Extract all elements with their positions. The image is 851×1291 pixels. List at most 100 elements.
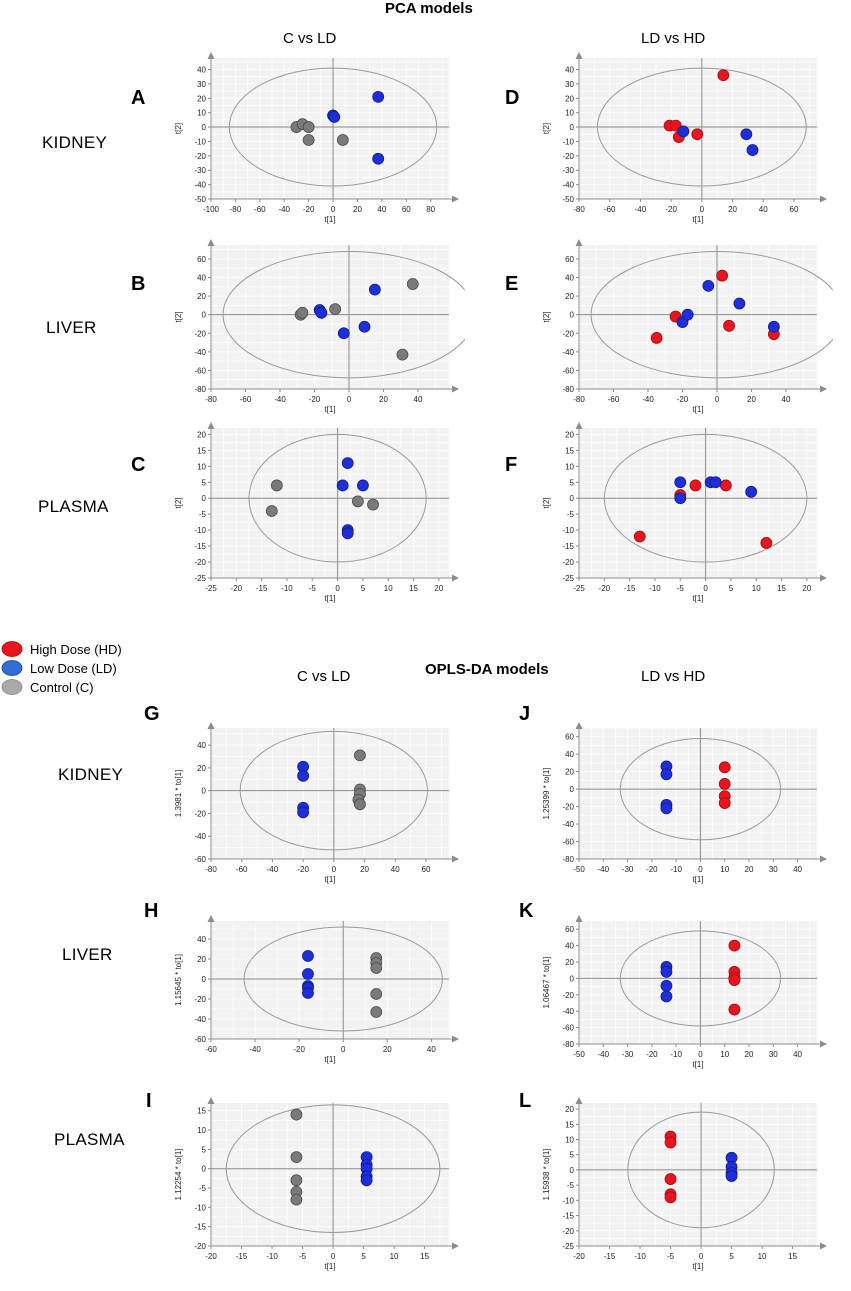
data-point-c	[396, 348, 409, 361]
y-tick-label: -10	[562, 526, 574, 535]
x-tick-label: 0	[331, 205, 336, 214]
data-point-hd	[650, 332, 663, 344]
data-point-ld	[702, 279, 715, 292]
y-tick-label: 0	[570, 785, 575, 794]
x-tick-label: -40	[278, 205, 290, 214]
x-tick-label: 10	[758, 1252, 767, 1261]
x-tick-label: -30	[622, 1050, 634, 1059]
x-tick-label: -60	[205, 1045, 217, 1054]
data-point-c	[302, 134, 315, 146]
x-tick-label: 40	[793, 865, 802, 874]
oplsda-col-title-right: LD vs HD	[641, 668, 706, 685]
x-tick-label: 40	[782, 395, 791, 404]
legend-swatch-hd	[1, 641, 23, 657]
series-hd	[664, 1130, 677, 1204]
series-hd	[728, 939, 741, 1016]
y-tick-label: -80	[562, 385, 574, 394]
data-point-ld	[372, 152, 385, 165]
x-tick-label: -20	[231, 584, 243, 593]
x-tick-label: -20	[646, 1050, 658, 1059]
x-tick-label: -40	[642, 395, 654, 404]
data-point-ld	[681, 308, 694, 321]
y-tick-label: 20	[197, 430, 206, 439]
data-point-ld	[660, 965, 673, 978]
x-axis-label: t[1]	[324, 1055, 335, 1064]
data-point-ld	[357, 479, 369, 492]
series-ld	[660, 760, 673, 815]
x-tick-label: 40	[391, 865, 400, 874]
x-axis-label: t[1]	[324, 875, 335, 884]
y-tick-label: 40	[565, 942, 574, 951]
data-point-c	[367, 498, 379, 511]
x-tick-label: 0	[335, 584, 340, 593]
y-tick-label: 5	[202, 1145, 207, 1154]
y-tick-label: -10	[562, 137, 574, 146]
x-tick-label: 40	[414, 395, 423, 404]
x-tick-label: 60	[402, 205, 411, 214]
x-tick-label: -60	[236, 865, 248, 874]
data-point-ld	[660, 990, 673, 1003]
y-tick-label: -20	[194, 152, 206, 161]
x-axis-arrow	[452, 1035, 459, 1043]
panel-letter-b: B	[131, 273, 146, 295]
confidence-ellipse	[619, 930, 782, 1027]
panel-letter-a: A	[131, 87, 146, 109]
x-tick-label: -5	[667, 1252, 675, 1261]
data-point-c	[370, 962, 383, 974]
y-tick-label: 5	[570, 478, 575, 487]
y-tick-label: -40	[562, 1007, 574, 1016]
x-tick-label: 60	[422, 865, 431, 874]
data-point-ld	[725, 1170, 738, 1182]
x-tick-label: -20	[297, 865, 309, 874]
data-point-ld	[746, 144, 759, 156]
y-tick-label: -40	[194, 348, 206, 357]
data-point-ld	[372, 90, 385, 103]
chart-e: -80 -60 -40 -20 0 20 40 -80 -60 -40 -20 0 20 40 60 t[1]…	[542, 239, 833, 414]
y-tick-label: -30	[562, 166, 574, 175]
data-point-c	[329, 303, 342, 316]
y-axis-arrow	[575, 1097, 583, 1104]
y-tick-label: -20	[562, 329, 574, 338]
x-tick-label: -20	[573, 1252, 585, 1261]
x-tick-label: 10	[720, 1050, 729, 1059]
y-tick-label: -50	[194, 195, 206, 204]
y-tick-label: -10	[194, 526, 206, 535]
y-tick-label: 20	[197, 94, 206, 103]
y-tick-label: 10	[197, 1126, 206, 1135]
x-tick-label: 20	[379, 395, 388, 404]
series-c	[352, 749, 366, 811]
confidence-ellipse	[225, 1104, 441, 1233]
y-tick-label: 0	[570, 123, 575, 132]
y-tick-label: -25	[194, 574, 206, 583]
y-tick-label: -5	[199, 1184, 207, 1193]
y-tick-label: -60	[194, 366, 206, 375]
row-label-kidney-opls: KIDNEY	[58, 765, 124, 784]
y-tick-label: 40	[197, 741, 206, 750]
x-axis-label: t[1]	[692, 875, 703, 884]
data-point-ld	[660, 802, 673, 815]
y-axis-label: 1.15938 * to[1]	[542, 1148, 551, 1200]
y-axis-arrow	[575, 52, 583, 59]
data-point-hd	[691, 128, 704, 141]
x-axis-label: t[1]	[692, 405, 703, 414]
data-point-hd	[723, 319, 735, 332]
data-point-c	[406, 278, 419, 290]
row-label-liver-opls: LIVER	[62, 945, 113, 964]
legend-swatch-ld	[1, 660, 23, 676]
data-point-c	[270, 479, 283, 492]
y-tick-label: -15	[562, 542, 574, 551]
data-point-hd	[664, 1191, 677, 1204]
y-axis-label: t[2]	[542, 123, 551, 134]
y-tick-label: 10	[565, 109, 574, 118]
x-tick-label: -10	[281, 584, 293, 593]
y-axis-arrow	[207, 239, 215, 246]
series-c	[290, 118, 349, 146]
series-ld	[327, 90, 385, 165]
x-tick-label: -15	[624, 584, 636, 593]
panel-letter-f: F	[505, 454, 518, 476]
data-point-c	[354, 749, 366, 762]
x-tick-label: -40	[267, 865, 279, 874]
x-tick-label: -10	[649, 584, 661, 593]
y-tick-label: 5	[202, 478, 207, 487]
data-point-c	[302, 121, 315, 133]
